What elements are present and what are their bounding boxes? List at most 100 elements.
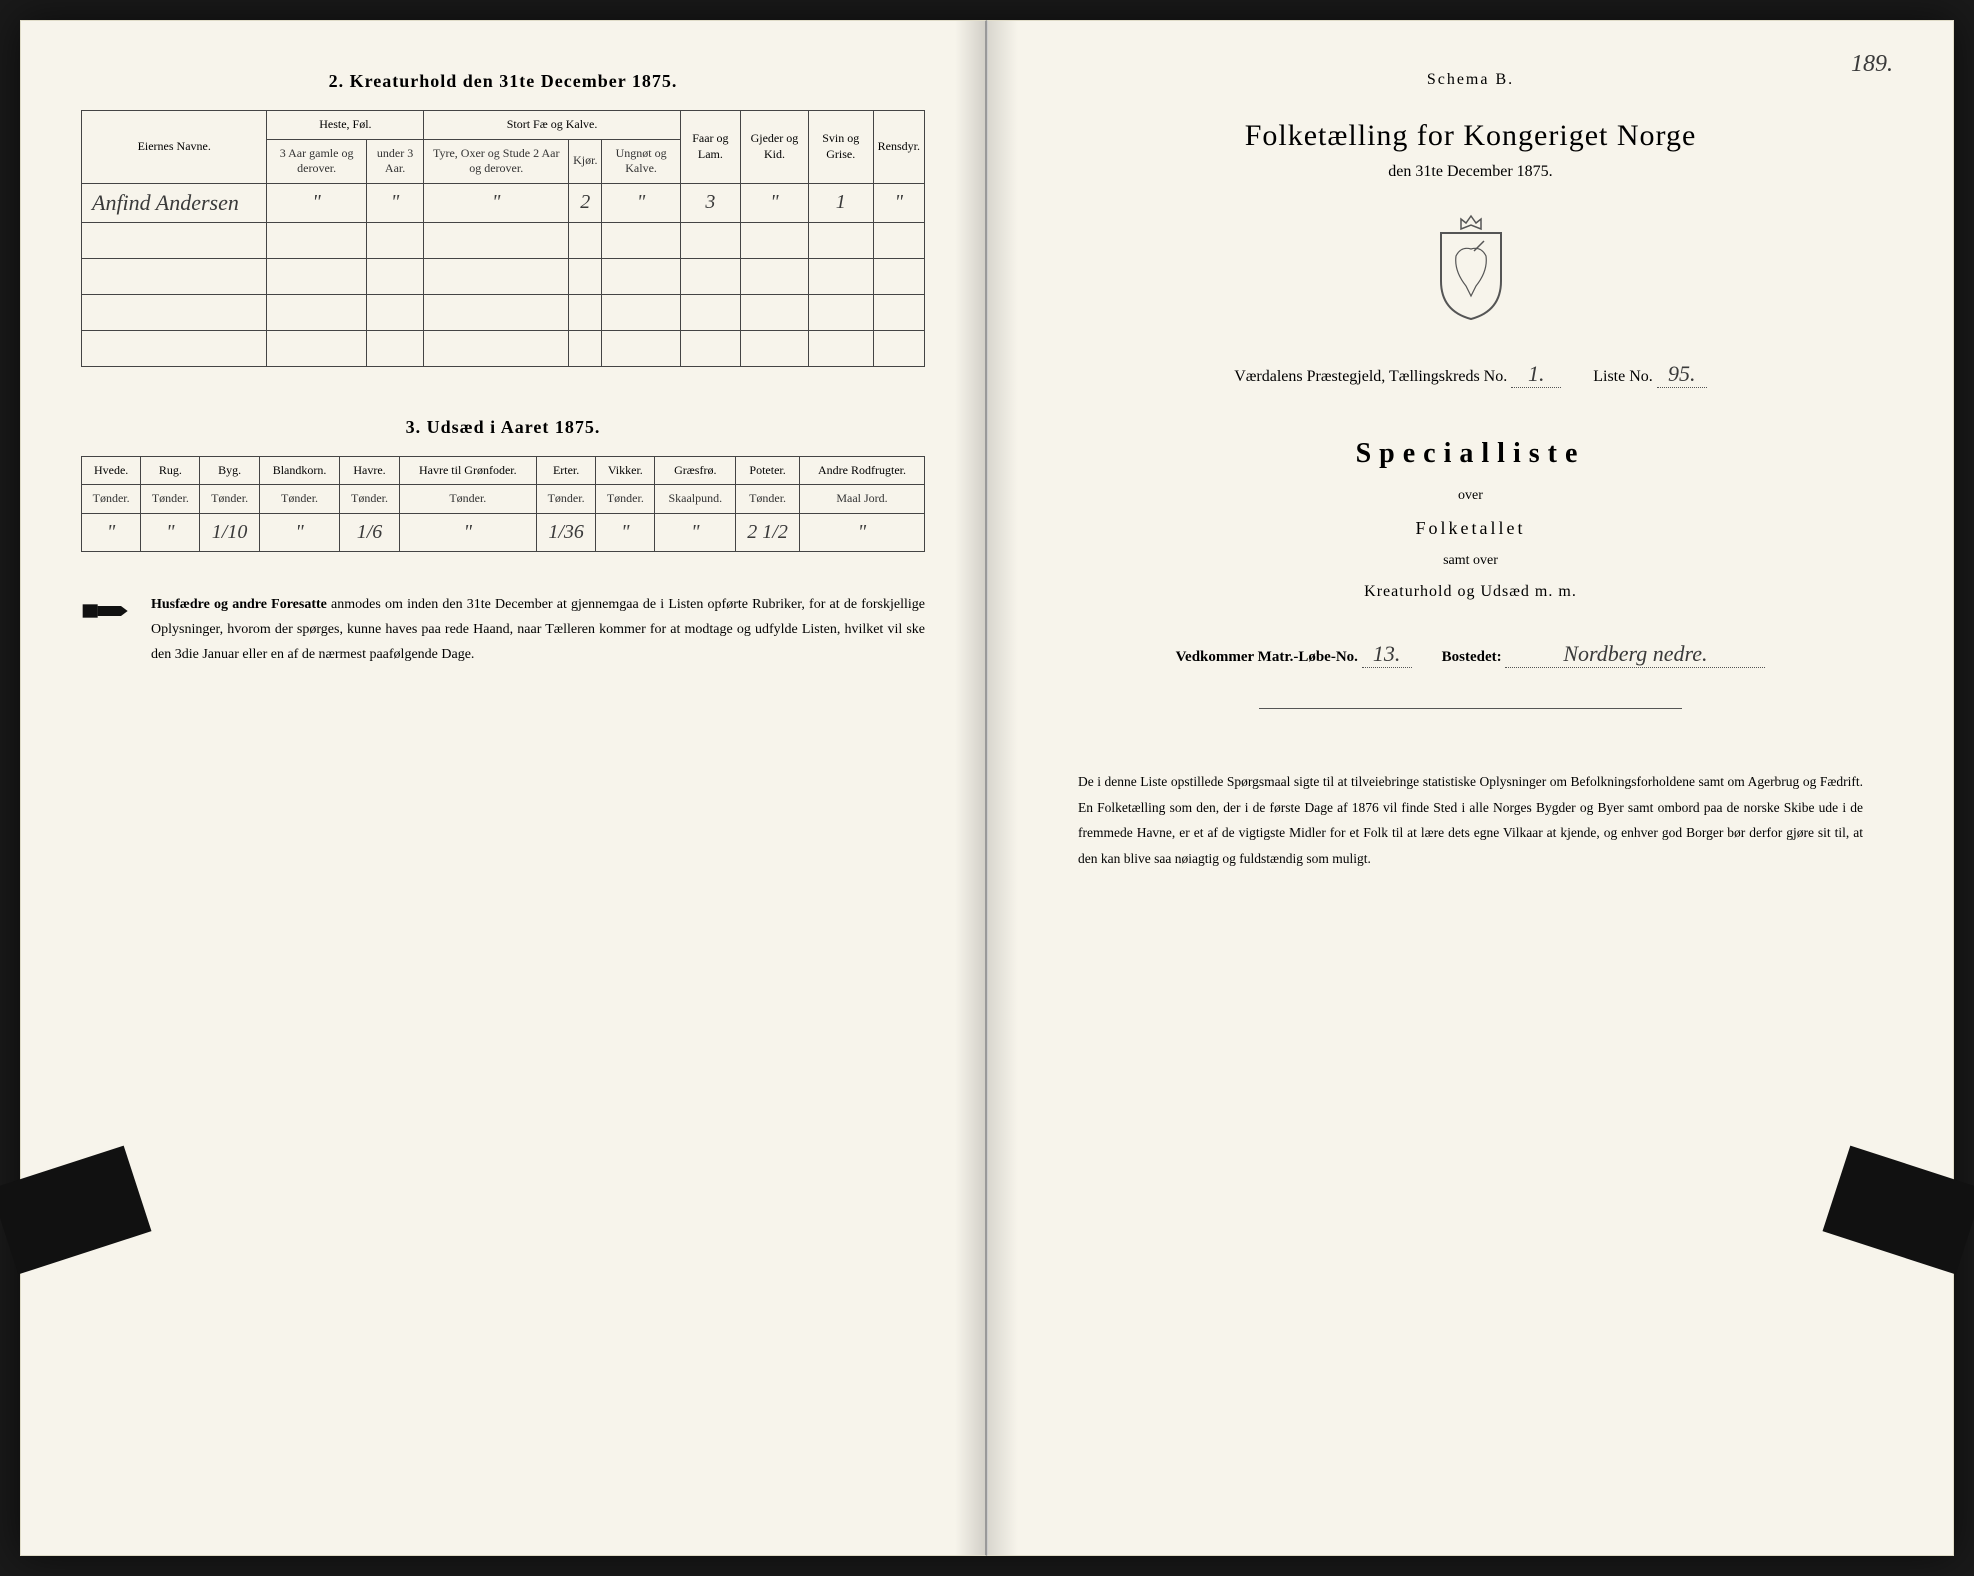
col-cattle-bull: Tyre, Oxer og Stude 2 Aar og derover.	[424, 139, 569, 183]
book-spread: 2. Kreaturhold den 31te December 1875. E…	[20, 20, 1954, 1556]
col-horses-young: under 3 Aar.	[366, 139, 424, 183]
seed-col: Byg.	[200, 456, 259, 485]
seed-unit: Skaalpund.	[655, 485, 736, 514]
cell: "	[267, 183, 366, 222]
bosted-value: Nordberg nedre.	[1505, 641, 1765, 668]
cell: "	[602, 183, 680, 222]
seed-col: Vikker.	[596, 456, 655, 485]
seed-col: Rug.	[141, 456, 200, 485]
seed-col: Andre Rodfrugter.	[799, 456, 924, 485]
parish-line: Værdalens Præstegjeld, Tællingskreds No.…	[1048, 361, 1893, 388]
main-title: Folketælling for Kongeriget Norge	[1048, 119, 1893, 153]
col-goat: Gjeder og Kid.	[741, 111, 809, 184]
col-pig: Svin og Grise.	[808, 111, 873, 184]
spine-shadow-right	[988, 21, 1018, 1555]
cell: "	[424, 183, 569, 222]
spine-shadow-left	[955, 21, 985, 1555]
cell: "	[741, 183, 809, 222]
col-rein: Rensdyr.	[873, 111, 924, 184]
cell: "	[799, 513, 924, 551]
col-cattle-cow: Kjør.	[569, 139, 602, 183]
schema-label: Schema B.	[1048, 71, 1893, 89]
matr-line: Vedkommer Matr.-Løbe-No. 13. Bostedet: N…	[1048, 641, 1893, 668]
seed-unit: Tønder.	[340, 485, 399, 514]
seed-col: Hvede.	[82, 456, 141, 485]
cell: 2	[569, 183, 602, 222]
col-group-horses: Heste, Føl.	[267, 111, 424, 140]
matr-label: Vedkommer Matr.-Løbe-No.	[1176, 649, 1358, 665]
seed-unit: Tønder.	[736, 485, 800, 514]
cell: 3	[680, 183, 740, 222]
cell-owner: Anfind Andersen	[82, 183, 267, 222]
col-horses-old: 3 Aar gamle og derover.	[267, 139, 366, 183]
livestock-table: Eiernes Navne. Heste, Føl. Stort Fæ og K…	[81, 110, 925, 367]
seed-header-row: Hvede.Rug.Byg.Blandkorn.Havre.Havre til …	[82, 456, 925, 485]
cell: 1	[808, 183, 873, 222]
samt-label: samt over	[1048, 553, 1893, 569]
parish-no: 1.	[1511, 361, 1561, 388]
divider	[1259, 708, 1682, 709]
cell: 1/6	[340, 513, 399, 551]
seed-col: Erter.	[536, 456, 595, 485]
cell: "	[82, 513, 141, 551]
section3-title: 3. Udsæd i Aaret 1875.	[81, 417, 925, 438]
section2-title: 2. Kreaturhold den 31te December 1875.	[81, 71, 925, 92]
right-page: 189. Schema B. Folketælling for Kongerig…	[987, 20, 1954, 1556]
bosted-label: Bostedet:	[1442, 649, 1502, 665]
seed-unit: Tønder.	[200, 485, 259, 514]
seed-col: Havre til Grønfoder.	[399, 456, 536, 485]
footnote-text: Husfædre og andre Foresatte anmodes om i…	[151, 592, 925, 668]
binder-clip-right	[1823, 1146, 1974, 1275]
page-number: 189.	[1851, 51, 1893, 78]
cell: "	[873, 183, 924, 222]
folketallet-label: Folketallet	[1048, 518, 1893, 539]
footnote-bold: Husfædre og andre Foresatte	[151, 597, 327, 612]
seed-table: Hvede.Rug.Byg.Blandkorn.Havre.Havre til …	[81, 456, 925, 552]
col-sheep: Faar og Lam.	[680, 111, 740, 184]
seed-col: Poteter.	[736, 456, 800, 485]
cell: "	[596, 513, 655, 551]
left-footnote: Husfædre og andre Foresatte anmodes om i…	[81, 592, 925, 668]
table-row	[82, 294, 925, 330]
table-row	[82, 258, 925, 294]
table-row	[82, 330, 925, 366]
col-cattle-calf: Ungnøt og Kalve.	[602, 139, 680, 183]
cell: 2 1/2	[736, 513, 800, 551]
seed-unit: Tønder.	[596, 485, 655, 514]
cell: "	[259, 513, 340, 551]
seed-unit: Tønder.	[141, 485, 200, 514]
matr-no: 13.	[1362, 641, 1412, 668]
table-row: Anfind Andersen " " " 2 " 3 " 1 "	[82, 183, 925, 222]
seed-units-row: Tønder.Tønder.Tønder.Tønder.Tønder.Tønde…	[82, 485, 925, 514]
seed-col: Græsfrø.	[655, 456, 736, 485]
seed-unit: Tønder.	[259, 485, 340, 514]
seed-col: Havre.	[340, 456, 399, 485]
liste-no: 95.	[1657, 361, 1707, 388]
cell: "	[655, 513, 736, 551]
cell: "	[366, 183, 424, 222]
cell: 1/36	[536, 513, 595, 551]
pointing-hand-icon	[81, 596, 131, 626]
seed-unit: Tønder.	[399, 485, 536, 514]
coat-of-arms-icon	[1426, 211, 1516, 321]
cell: 1/10	[200, 513, 259, 551]
table-row	[82, 222, 925, 258]
liste-label: Liste No.	[1593, 368, 1653, 385]
subtitle: den 31te December 1875.	[1048, 163, 1893, 181]
over-label: over	[1048, 488, 1893, 504]
col-owner: Eiernes Navne.	[82, 111, 267, 184]
cell: "	[399, 513, 536, 551]
left-page: 2. Kreaturhold den 31te December 1875. E…	[20, 20, 987, 1556]
seed-unit: Tønder.	[82, 485, 141, 514]
right-footnote: De i denne Liste opstillede Spørgsmaal s…	[1048, 769, 1893, 872]
kreatur-label: Kreaturhold og Udsæd m. m.	[1048, 583, 1893, 601]
seed-col: Blandkorn.	[259, 456, 340, 485]
col-group-cattle: Stort Fæ og Kalve.	[424, 111, 680, 140]
specialliste-title: Specialliste	[1048, 438, 1893, 470]
cell: "	[141, 513, 200, 551]
binder-clip-left	[0, 1146, 151, 1275]
seed-unit: Maal Jord.	[799, 485, 924, 514]
seed-unit: Tønder.	[536, 485, 595, 514]
parish-label: Værdalens Præstegjeld, Tællingskreds No.	[1234, 368, 1507, 385]
table-row: ""1/10"1/6"1/36""2 1/2"	[82, 513, 925, 551]
